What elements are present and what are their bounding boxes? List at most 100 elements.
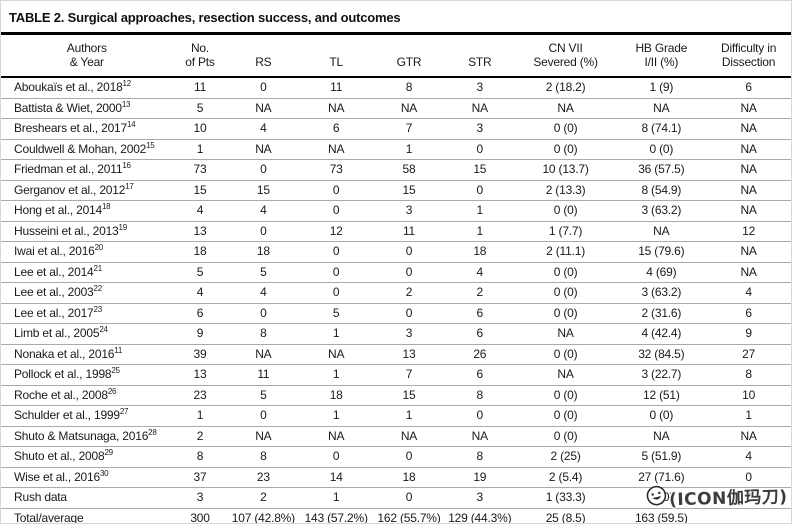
value-cell-difficulty: NA bbox=[740, 182, 757, 197]
value-cell-rs: 2 bbox=[260, 490, 267, 504]
value-cell-difficulty: 9 bbox=[745, 326, 752, 340]
value-cell-difficulty: NA bbox=[740, 264, 757, 279]
value-cell-cn-vii-severed: 0 (0) bbox=[553, 305, 578, 320]
value-cell-hb-grade: 3 (63.2) bbox=[641, 285, 682, 299]
value-cell-tl: 5 bbox=[332, 305, 340, 320]
value-cell-tl: 1 bbox=[332, 490, 340, 504]
author-year-cell: Couldwell & Mohan, 200215 bbox=[14, 140, 155, 156]
value-cell-gtr: 13 bbox=[402, 346, 416, 361]
value-cell-cn-vii-severed: 0 (0) bbox=[553, 264, 578, 279]
value-cell-no-of-pts: 23 bbox=[193, 387, 207, 402]
value-cell-str: 129 (44.3%) bbox=[448, 510, 512, 524]
author-year-cell: Roche et al., 200826 bbox=[14, 386, 117, 402]
author-year-cell: Shuto et al., 200829 bbox=[14, 448, 113, 463]
column-header-str: STR bbox=[468, 54, 492, 69]
value-cell-difficulty: NA bbox=[740, 162, 757, 176]
value-cell-gtr: 15 bbox=[402, 387, 416, 402]
value-cell-no-of-pts: 4 bbox=[196, 285, 204, 299]
author-year-cell: Hong et al., 201418 bbox=[14, 202, 111, 217]
column-header-cn-vii-severed: CN VII Severed (%) bbox=[533, 41, 598, 69]
reference-superscript: 27 bbox=[119, 407, 129, 416]
value-cell-rs: 4 bbox=[260, 121, 267, 135]
table-row: Shuto & Matsunaga, 201628 2 NA NA NA NA 0 (0) N… bbox=[1, 427, 791, 447]
value-cell-str: 6 bbox=[476, 305, 484, 320]
table-row: Battista & Wiet, 200013 5 NA NA NA NA NA NA NA bbox=[1, 99, 791, 119]
value-cell-tl: 18 bbox=[329, 387, 343, 402]
value-cell-cn-vii-severed: 0 (0) bbox=[553, 346, 578, 361]
value-cell-hb-grade: 2 (31.6) bbox=[641, 305, 682, 320]
column-header-no-of-pts: No. of Pts bbox=[185, 41, 215, 69]
value-cell-no-of-pts: 1 bbox=[196, 408, 204, 422]
value-cell-str: 3 bbox=[476, 80, 484, 94]
value-cell-gtr: 3 bbox=[405, 203, 413, 217]
reference-superscript: 19 bbox=[118, 222, 128, 232]
value-cell-str: 4 bbox=[476, 264, 484, 279]
value-cell-gtr: NA bbox=[400, 428, 418, 443]
reference-superscript: 30 bbox=[99, 468, 109, 478]
table-row: Friedman et al., 201116 73 0 73 58 15 10 (13.7… bbox=[1, 160, 791, 181]
value-cell-cn-vii-severed: 2 (13.3) bbox=[545, 182, 586, 197]
value-cell-rs: NA bbox=[255, 141, 272, 156]
reference-superscript: 18 bbox=[102, 202, 111, 211]
table-body: Aboukaïs et al., 201812 11 0 11 8 3 2 (18.2) 1 … bbox=[1, 78, 791, 524]
table-row: Breshears et al., 201714 10 4 6 7 3 0 (0) 8 (74… bbox=[1, 119, 791, 140]
table-row: Husseini et al., 201319 13 0 12 11 1 1 (7.7) NA… bbox=[1, 222, 791, 242]
value-cell-str: 1 bbox=[476, 223, 484, 238]
value-cell-rs: NA bbox=[255, 346, 272, 361]
value-cell-hb-grade: 12 (51) bbox=[643, 387, 680, 402]
table-header-row: Authors & Year No. of Pts RS TL GTR STR CN VII Se… bbox=[1, 35, 791, 78]
value-cell-difficulty: 4 bbox=[745, 449, 752, 463]
table-row: Limb et al., 200524 9 8 1 3 6 NA 4 (42.4) 9 bbox=[1, 324, 791, 345]
value-cell-gtr: 0 bbox=[405, 305, 413, 320]
value-cell-rs: 0 bbox=[260, 80, 267, 94]
value-cell-hb-grade: 4 (42.4) bbox=[641, 326, 682, 340]
table-row: Roche et al., 200826 23 5 18 15 8 0 (0) 12 (51)… bbox=[1, 386, 791, 406]
value-cell-cn-vii-severed: 2 (25) bbox=[550, 449, 581, 463]
value-cell-hb-grade: 3 (63.2) bbox=[641, 203, 682, 217]
reference-superscript: 26 bbox=[107, 386, 117, 396]
value-cell-hb-grade: NA bbox=[653, 223, 670, 238]
author-year-cell: Shuto & Matsunaga, 201628 bbox=[14, 427, 157, 443]
value-cell-tl: 0 bbox=[332, 182, 340, 197]
value-cell-no-of-pts: 9 bbox=[196, 326, 204, 340]
value-cell-difficulty: NA bbox=[740, 203, 757, 217]
value-cell-gtr: 2 bbox=[405, 285, 413, 299]
value-cell-str: 6 bbox=[476, 367, 484, 381]
value-cell-cn-vii-severed: NA bbox=[557, 326, 574, 340]
reference-superscript: 13 bbox=[121, 99, 131, 109]
value-cell-difficulty: NA bbox=[740, 141, 757, 156]
value-cell-hb-grade: 0 (0) bbox=[649, 408, 674, 422]
value-cell-tl: 1 bbox=[332, 326, 340, 340]
author-year-cell: Aboukaïs et al., 201812 bbox=[14, 79, 132, 94]
value-cell-gtr: 0 bbox=[405, 490, 413, 504]
reference-superscript: 23 bbox=[93, 304, 103, 314]
value-cell-hb-grade: 8 (54.9) bbox=[641, 182, 682, 197]
value-cell-hb-grade: 8 (74.1) bbox=[641, 121, 682, 135]
value-cell-cn-vii-severed: 0 (0) bbox=[553, 121, 578, 135]
value-cell-no-of-pts: 13 bbox=[193, 367, 207, 381]
author-year-cell: Schulder et al., 199927 bbox=[14, 407, 129, 422]
value-cell-gtr: 1 bbox=[405, 141, 413, 156]
reference-superscript: 25 bbox=[111, 366, 120, 375]
reference-superscript: 12 bbox=[122, 79, 132, 88]
table-row: Hong et al., 201418 4 4 0 3 1 0 (0) 3 (63.2) NA bbox=[1, 201, 791, 222]
value-cell-tl: 0 bbox=[332, 203, 340, 217]
table-row: Nonaka et al., 201611 39 NA NA 13 26 0 (0) 32 (… bbox=[1, 345, 791, 365]
value-cell-cn-vii-severed: 2 (11.1) bbox=[546, 244, 585, 258]
reference-superscript: 17 bbox=[125, 181, 134, 191]
table-title: TABLE 2. Surgical approaches, resection … bbox=[9, 10, 401, 25]
value-cell-tl: 12 bbox=[329, 223, 343, 238]
value-cell-tl: 0 bbox=[332, 264, 340, 279]
value-cell-rs: 4 bbox=[260, 285, 267, 299]
value-cell-no-of-pts: 13 bbox=[193, 223, 207, 238]
value-cell-str: 1 bbox=[476, 203, 484, 217]
value-cell-cn-vii-severed: 0 (0) bbox=[553, 203, 578, 217]
value-cell-cn-vii-severed: 2 (18.2) bbox=[545, 80, 586, 94]
reference-superscript: 20 bbox=[94, 243, 104, 252]
value-cell-str: 19 bbox=[473, 469, 487, 484]
value-cell-no-of-pts: 15 bbox=[193, 182, 207, 197]
table-row: Lee et al., 201723 6 0 5 0 6 0 (0) 2 (31.6) 6 bbox=[1, 304, 791, 324]
reference-superscript: 16 bbox=[122, 161, 131, 170]
value-cell-hb-grade: 0 (0) bbox=[649, 490, 674, 504]
author-year-cell: Breshears et al., 201714 bbox=[14, 120, 136, 135]
